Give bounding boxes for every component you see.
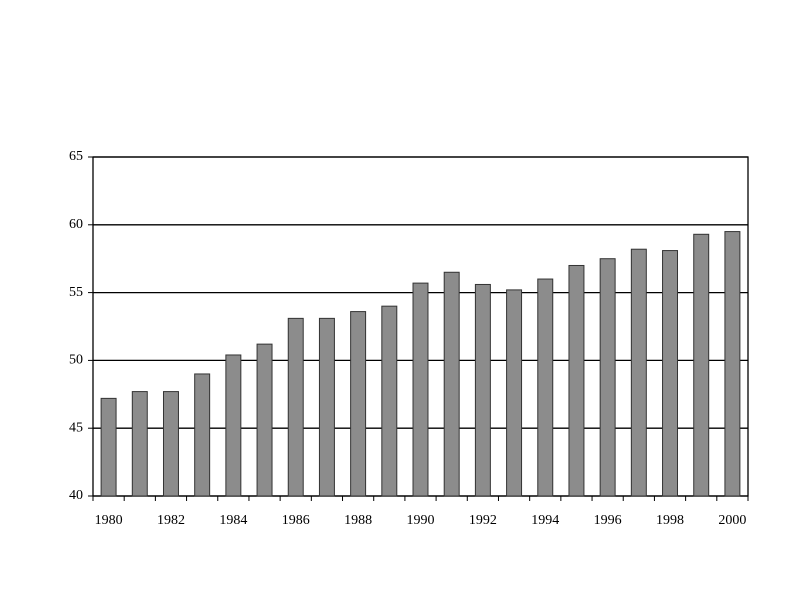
bar	[287, 317, 304, 497]
x-tick-label: 1986	[282, 513, 310, 528]
x-tick-label: 1990	[407, 513, 435, 528]
y-tick-label: 60	[69, 217, 83, 232]
x-tick-label: 2000	[718, 513, 746, 528]
y-tick-label: 55	[69, 285, 83, 300]
bar	[568, 264, 585, 497]
bar	[506, 289, 523, 497]
bar	[537, 278, 554, 497]
bar	[412, 282, 429, 497]
x-tick-label: 1980	[95, 513, 123, 528]
y-tick-label: 40	[69, 488, 83, 503]
y-tick-label: 50	[69, 353, 83, 368]
bar	[256, 343, 273, 497]
x-tick-label: 1988	[344, 513, 372, 528]
bar	[630, 248, 647, 497]
bar	[100, 397, 117, 497]
bar	[474, 283, 491, 497]
bar	[443, 271, 460, 497]
bar	[724, 231, 741, 497]
y-tick-label: 45	[69, 420, 83, 435]
bar	[162, 391, 179, 497]
x-tick-label: 1982	[157, 513, 185, 528]
x-tick-label: 1994	[531, 513, 559, 528]
y-tick-label: 65	[69, 149, 83, 164]
x-tick-label: 1996	[594, 513, 622, 528]
x-tick-label: 1984	[219, 513, 247, 528]
bar	[350, 311, 367, 497]
bar	[693, 233, 710, 497]
bar	[131, 391, 148, 497]
bar	[194, 373, 211, 497]
x-tick-label: 1998	[656, 513, 684, 528]
bar	[225, 354, 242, 497]
x-tick-label: 1992	[469, 513, 497, 528]
bar	[599, 258, 616, 497]
bar	[381, 305, 398, 497]
bar	[662, 250, 679, 497]
bar	[318, 317, 335, 497]
